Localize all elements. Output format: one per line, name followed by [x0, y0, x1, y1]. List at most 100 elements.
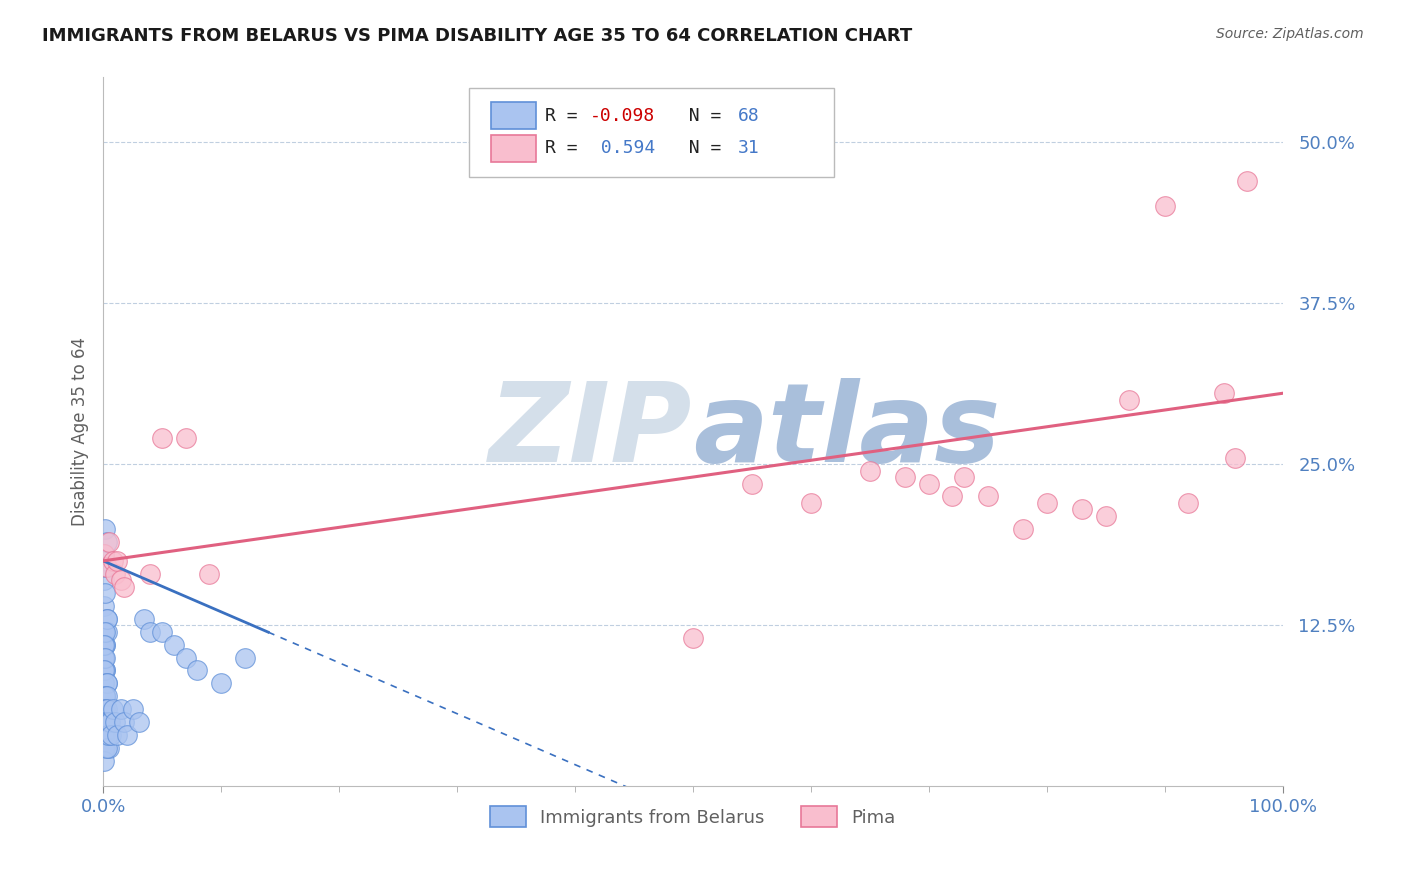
Point — [93, 714, 115, 729]
Text: ZIP: ZIP — [489, 378, 693, 485]
Point — [209, 676, 232, 690]
Point — [1071, 502, 1094, 516]
Point — [96, 534, 118, 549]
Point — [94, 690, 117, 704]
Point — [96, 612, 118, 626]
Point — [128, 714, 150, 729]
Point — [96, 560, 118, 574]
Point — [163, 638, 186, 652]
Point — [93, 702, 115, 716]
Point — [104, 714, 127, 729]
Point — [94, 714, 117, 729]
Point — [741, 476, 763, 491]
Text: IMMIGRANTS FROM BELARUS VS PIMA DISABILITY AGE 35 TO 64 CORRELATION CHART: IMMIGRANTS FROM BELARUS VS PIMA DISABILI… — [42, 27, 912, 45]
Text: 31: 31 — [738, 139, 759, 157]
Point — [94, 740, 117, 755]
FancyBboxPatch shape — [491, 103, 536, 129]
Point — [94, 638, 117, 652]
Text: N =: N = — [666, 139, 733, 157]
Point — [139, 624, 162, 639]
Point — [94, 728, 117, 742]
Point — [1094, 508, 1116, 523]
Point — [93, 548, 115, 562]
Point — [98, 714, 121, 729]
Point — [1118, 392, 1140, 407]
Point — [96, 612, 118, 626]
Text: 68: 68 — [738, 107, 759, 125]
Text: Source: ZipAtlas.com: Source: ZipAtlas.com — [1216, 27, 1364, 41]
Point — [93, 573, 115, 587]
Point — [112, 714, 135, 729]
Point — [134, 612, 156, 626]
Text: N =: N = — [666, 107, 733, 125]
Point — [1153, 199, 1175, 213]
Point — [105, 728, 128, 742]
Point — [96, 676, 118, 690]
Point — [1236, 173, 1258, 187]
Point — [97, 728, 120, 742]
Point — [976, 490, 998, 504]
Point — [94, 714, 117, 729]
Point — [110, 573, 132, 587]
Point — [96, 702, 118, 716]
Point — [94, 586, 117, 600]
Point — [100, 728, 122, 742]
Point — [94, 638, 117, 652]
Point — [150, 624, 173, 639]
Point — [93, 728, 115, 742]
Y-axis label: Disability Age 35 to 64: Disability Age 35 to 64 — [72, 337, 89, 526]
Point — [93, 599, 115, 613]
Point — [94, 664, 117, 678]
Point — [94, 702, 117, 716]
Point — [98, 534, 121, 549]
Point — [139, 566, 162, 581]
Point — [93, 650, 115, 665]
Point — [94, 664, 117, 678]
Point — [859, 464, 882, 478]
Legend: Immigrants from Belarus, Pima: Immigrants from Belarus, Pima — [482, 799, 903, 834]
Point — [233, 650, 256, 665]
Text: 0.594: 0.594 — [591, 139, 655, 157]
Point — [1035, 496, 1057, 510]
Point — [105, 554, 128, 568]
Point — [93, 664, 115, 678]
Point — [110, 702, 132, 716]
Point — [953, 470, 976, 484]
Text: R =: R = — [546, 107, 589, 125]
Point — [198, 566, 221, 581]
Point — [918, 476, 941, 491]
FancyBboxPatch shape — [468, 88, 834, 177]
Point — [94, 522, 117, 536]
Point — [894, 470, 917, 484]
Point — [96, 676, 118, 690]
Point — [93, 676, 115, 690]
Point — [93, 650, 115, 665]
Point — [93, 702, 115, 716]
Point — [174, 431, 197, 445]
Point — [94, 690, 117, 704]
Point — [93, 638, 115, 652]
Point — [1012, 522, 1035, 536]
FancyBboxPatch shape — [491, 135, 536, 161]
Point — [150, 431, 173, 445]
Point — [96, 740, 118, 755]
Point — [800, 496, 823, 510]
Point — [101, 702, 124, 716]
Point — [97, 728, 120, 742]
Point — [96, 624, 118, 639]
Point — [1225, 450, 1247, 465]
Point — [941, 490, 963, 504]
Point — [93, 714, 115, 729]
Point — [94, 650, 117, 665]
Point — [97, 728, 120, 742]
Point — [121, 702, 143, 716]
Point — [94, 624, 117, 639]
Point — [96, 714, 118, 729]
Point — [115, 728, 138, 742]
Point — [93, 676, 115, 690]
Point — [93, 740, 115, 755]
Point — [94, 690, 117, 704]
Point — [112, 580, 135, 594]
Point — [98, 740, 121, 755]
Point — [104, 566, 127, 581]
